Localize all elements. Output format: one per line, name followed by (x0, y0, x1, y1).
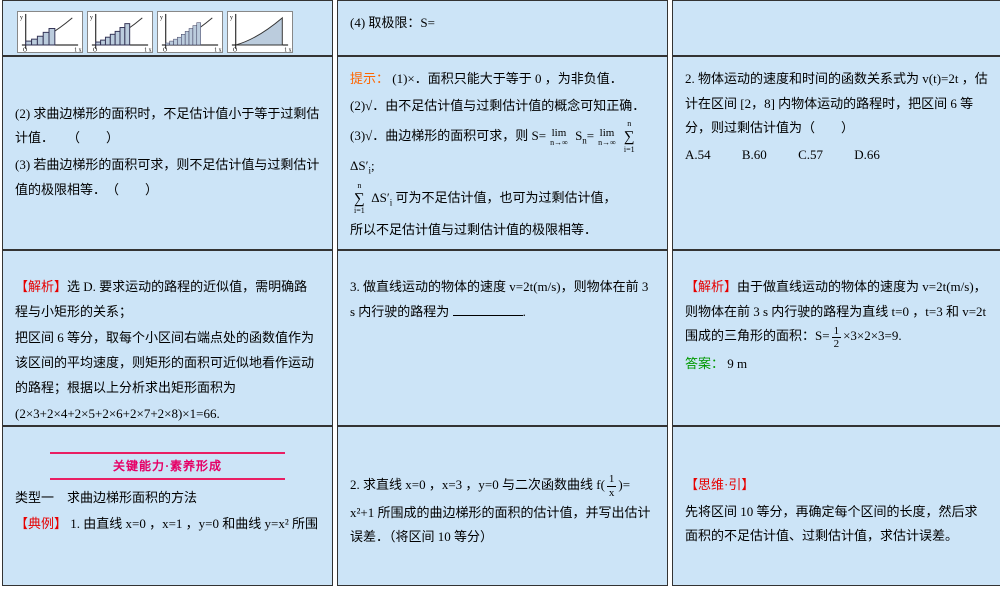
row-1: (2) 求曲边梯形的面积时，不足估计值小于等于过剩估计值． （ ） (3) 若曲… (0, 56, 1000, 250)
analysis-tag: 【解析】 (15, 279, 67, 294)
hint-line-4: n∑i=1 ΔS′i 可为不足估计值，也可为过剩估计值， (350, 182, 655, 216)
svg-text:y: y (230, 15, 233, 21)
blank-underline (453, 303, 523, 316)
cell-3-2: 【思维·引】 先将区间 10 等分，再确定每个区间的长度，然后求面积的不足估计值… (672, 426, 1000, 586)
cell-0-0: O 1 x y O 1 x y O 1 x y O 1 x y (2, 0, 333, 56)
svg-text:O: O (23, 48, 27, 53)
thinking-body: 先将区间 10 等分，再确定每个区间的长度，然后求面积的不足估计值、过剩估计值，… (685, 500, 990, 549)
cell-2-1: 3. 做直线运动的物体的速度 v=2t(m/s)，则物体在前 3 s 内行驶的路… (337, 250, 668, 426)
problem-3: 3. 做直线运动的物体的速度 v=2t(m/s)，则物体在前 3 s 内行驶的路… (350, 275, 655, 324)
problem-2-stem: 2. 物体运动的速度和时间的函数关系式为 v(t)=2t ，估计在区间 [2，8… (685, 67, 990, 141)
hint-line-1: 提示： (1)×．面积只能大于等于 0 ，为非负值． (350, 67, 655, 92)
question-3: (3) 若曲边梯形的面积可求，则不足估计值与过剩估计值的极限相等． （ ） (15, 153, 320, 202)
svg-text:O: O (93, 48, 97, 53)
svg-text:y: y (20, 15, 23, 21)
hint-line-5: 所以不足估计值与过剩估计值的极限相等． (350, 218, 655, 243)
thinking-guide: 【思维·引】 (685, 473, 990, 498)
option-a: A.54 (685, 143, 711, 168)
answer-value: 9 m (727, 356, 747, 371)
cell-1-0: (2) 求曲边梯形的面积时，不足估计值小于等于过剩估计值． （ ） (3) 若曲… (2, 56, 333, 250)
option-b: B.60 (742, 143, 767, 168)
cell-1-1: 提示： (1)×．面积只能大于等于 0 ，为非负值． (2)√．由不足估计值与过… (337, 56, 668, 250)
graph-thumb-3: O 1 x y (157, 11, 223, 53)
question-2: (2) 求曲边梯形的面积时，不足估计值小于等于过剩估计值． （ ） (15, 102, 320, 151)
cell-3-0: 关键能力·素养形成 类型一 求曲边梯形面积的方法 【典例】 1. 由直线 x=0… (2, 426, 333, 586)
svg-text:1 x: 1 x (74, 48, 81, 53)
hint-line-2: (2)√．由不足估计值与过剩估计值的概念可知正确． (350, 94, 655, 119)
hint-label: 提示： (350, 71, 389, 86)
thinking-tag: 【思维·引】 (685, 477, 754, 492)
svg-text:O: O (163, 48, 167, 53)
example-2: 2. 求直线 x=0 ，x=3 ，y=0 与二次函数曲线 f(1x)= (350, 473, 655, 499)
svg-text:y: y (160, 15, 163, 21)
section-divider: 关键能力·素养形成 (50, 452, 285, 480)
row-2: 【解析】选 D. 要求运动的路程的近似值，需明确路程与小矩形的关系； 把区间 6… (0, 250, 1000, 426)
cell-0-1: (4) 取极限：S= (337, 0, 668, 56)
option-d: D.66 (854, 143, 880, 168)
cell-0-2 (672, 0, 1000, 56)
hint-line-3: (3)√．曲边梯形的面积可求，则 S=limn→∞ Sn=limn→∞n∑i=1… (350, 120, 655, 180)
cell-2-0: 【解析】选 D. 要求运动的路程的近似值，需明确路程与小矩形的关系； 把区间 6… (2, 250, 333, 426)
row-3: 关键能力·素养形成 类型一 求曲边梯形面积的方法 【典例】 1. 由直线 x=0… (0, 426, 1000, 586)
graph-thumb-1: O 1 x y (17, 11, 83, 53)
cell-1-2: 2. 物体运动的速度和时间的函数关系式为 v(t)=2t ，估计在区间 [2，8… (672, 56, 1000, 250)
svg-text:1 x: 1 x (214, 48, 221, 53)
svg-text:O: O (233, 48, 237, 53)
svg-text:y: y (90, 15, 93, 21)
svg-text:1 x: 1 x (284, 48, 291, 53)
thumbnail-strip: O 1 x y O 1 x y O 1 x y O 1 x y (15, 11, 320, 53)
problem-2-options: A.54 B.60 C.57 D.66 (685, 143, 990, 168)
answer-line: 答案： 9 m (685, 352, 990, 377)
graph-thumb-2: O 1 x y (87, 11, 153, 53)
example-1: 【典例】 1. 由直线 x=0 ，x=1 ，y=0 和曲线 y=x² 所围 (15, 512, 320, 537)
analysis-3: 【解析】由于做直线运动的物体的速度为 v=2t(m/s)，则物体在前 3 s 内… (685, 275, 990, 350)
analysis-line-3: (2×3+2×4+2×5+2×6+2×7+2×8)×1=66. (15, 402, 320, 426)
analysis-line-1: 【解析】选 D. 要求运动的路程的近似值，需明确路程与小矩形的关系； (15, 275, 320, 324)
type-heading: 类型一 求曲边梯形面积的方法 (15, 486, 320, 511)
limit-formula-line: (4) 取极限：S= (350, 11, 435, 36)
example-tag: 【典例】 (15, 516, 67, 531)
cell-2-2: 【解析】由于做直线运动的物体的速度为 v=2t(m/s)，则物体在前 3 s 内… (672, 250, 1000, 426)
row-0: O 1 x y O 1 x y O 1 x y O 1 x y (4) 取极限：S= (0, 0, 1000, 56)
analysis-tag-3: 【解析】 (685, 279, 737, 294)
answer-label: 答案： (685, 356, 724, 371)
svg-text:1 x: 1 x (144, 48, 151, 53)
hint-1-body: (1)×．面积只能大于等于 0 ，为非负值． (392, 71, 623, 86)
option-c: C.57 (798, 143, 823, 168)
graph-thumb-4: O 1 x y (227, 11, 293, 53)
analysis-line-2: 把区间 6 等分，取每个小区间右端点处的函数值作为该区间的平均速度，则矩形的面积… (15, 326, 320, 400)
example-2-cont: x²+1 所围成的曲边梯形的面积的估计值，并写出估计误差．（将区间 10 等分） (350, 501, 655, 550)
section-divider-label: 关键能力·素养形成 (50, 455, 285, 478)
cell-3-1: 2. 求直线 x=0 ，x=3 ，y=0 与二次函数曲线 f(1x)= x²+1… (337, 426, 668, 586)
